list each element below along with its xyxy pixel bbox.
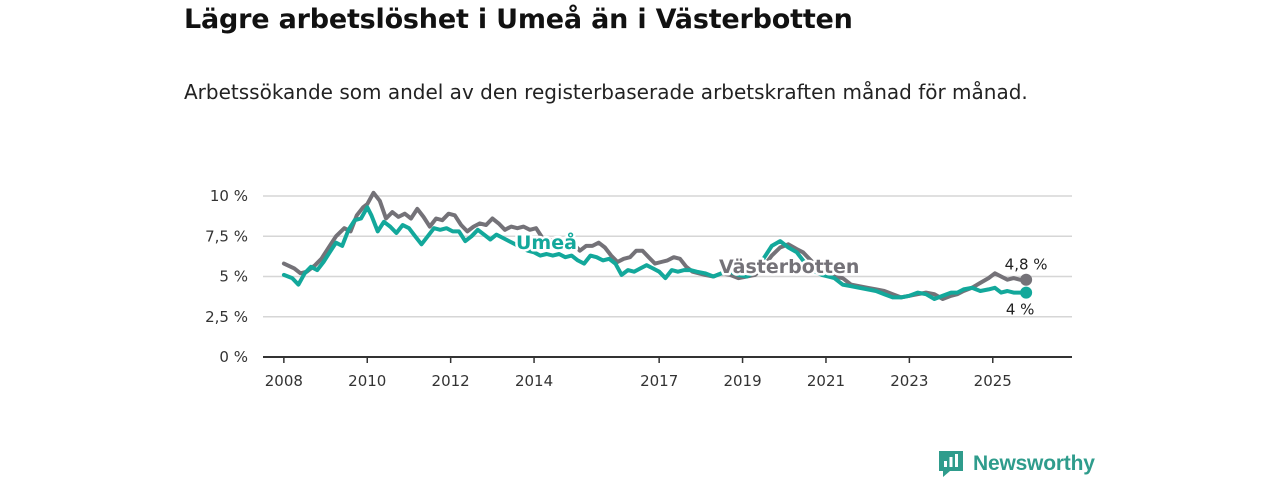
chart-title: Lägre arbetslöshet i Umeå än i Västerbot… xyxy=(184,4,853,35)
series-endpoint-vasterbotten xyxy=(1020,273,1033,286)
series-label-umea: Umeå xyxy=(516,230,577,254)
series-layer xyxy=(281,190,1033,301)
x-tick-label: 2014 xyxy=(515,372,553,390)
brand-name: Newsworthy xyxy=(973,452,1095,475)
end-value-label-vasterbotten: 4,8 % xyxy=(1005,256,1048,274)
x-tick-label: 2010 xyxy=(348,372,386,390)
x-tick-label: 2019 xyxy=(723,372,761,390)
x-tick-label: 2012 xyxy=(432,372,470,390)
series-line-vasterbotten xyxy=(281,190,1029,301)
series-label-vasterbotten: Västerbotten xyxy=(719,256,859,278)
y-tick-label: 10 % xyxy=(210,187,248,205)
x-tick-label: 2025 xyxy=(974,372,1012,390)
series-line-umea xyxy=(281,205,1029,301)
end-value-label-umea: 4 % xyxy=(1006,301,1035,319)
y-tick-label: 0 % xyxy=(219,348,248,366)
x-tick-label: 2021 xyxy=(807,372,845,390)
y-tick-label: 7,5 % xyxy=(205,227,248,245)
x-tick-label: 2023 xyxy=(890,372,928,390)
label-layer: Västerbotten Umeå 4,8 % 4 % xyxy=(514,228,1048,319)
x-tick-label: 2017 xyxy=(640,372,678,390)
y-tick-label: 2,5 % xyxy=(205,308,248,326)
series-endpoint-umea xyxy=(1020,286,1033,299)
newsworthy-brand[interactable]: Newsworthy xyxy=(937,449,1095,479)
chart-subtitle: Arbetssökande som andel av den registerb… xyxy=(184,80,1028,104)
newsworthy-logo-icon xyxy=(939,451,963,477)
y-tick-label: 5 % xyxy=(219,268,248,286)
x-tick-label: 2008 xyxy=(265,372,303,390)
grid-layer: 0 % 2,5 % 5 % 7,5 % 10 % 2008 2010 2012 2014 2017… xyxy=(205,187,1072,390)
